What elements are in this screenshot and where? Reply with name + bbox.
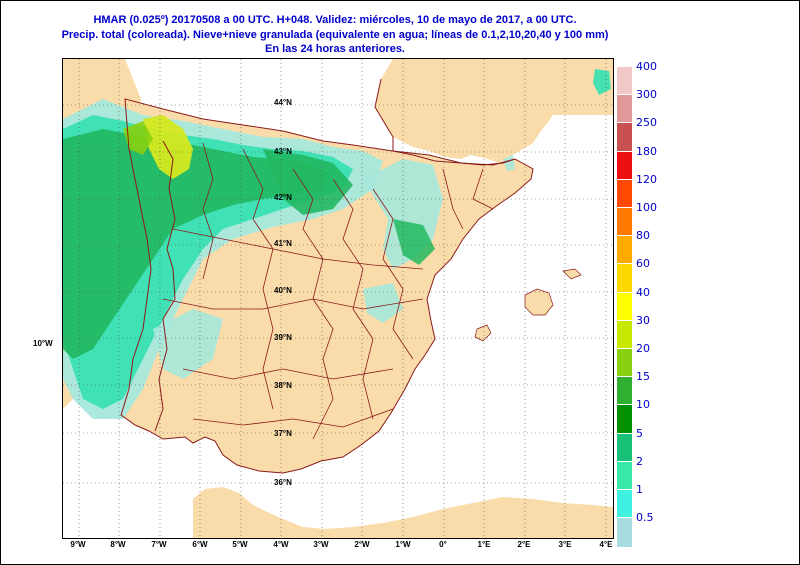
legend-label-15: 15	[636, 370, 650, 384]
legend-swatch-250	[616, 122, 633, 154]
province-borders	[162, 142, 494, 440]
land-africa	[193, 487, 613, 538]
lon-label-2e: 2°E	[517, 540, 531, 549]
legend-swatch-100	[616, 207, 633, 238]
lat-label-40n: 40°N	[274, 286, 292, 295]
lon-label-9w: 9°W	[70, 540, 86, 549]
lat-label-36n: 36°N	[274, 478, 292, 487]
lat-label-42n: 42°N	[274, 193, 292, 202]
legend-label-300: 300	[636, 88, 657, 102]
lon-label-10w: 10°W	[33, 339, 53, 348]
legend-swatch-180	[616, 150, 633, 182]
legend-label-400: 400	[636, 60, 657, 73]
legend-swatch-20	[616, 348, 633, 379]
legend-label-40: 40	[636, 285, 650, 299]
france-border	[374, 78, 516, 166]
legend-swatch-30	[616, 319, 633, 351]
map-title-line-1: HMAR (0.025º) 20170508 a 00 UTC. H+048. …	[93, 14, 577, 26]
legend-label-80: 80	[636, 229, 650, 243]
lat-label-39n: 39°N	[274, 333, 292, 342]
legend-swatch-400	[616, 66, 633, 97]
precipitation-map	[62, 58, 614, 539]
island-menorca	[562, 268, 582, 280]
precipitation-field	[63, 69, 611, 419]
portugal-border	[154, 140, 176, 432]
legend-swatch-120	[616, 178, 633, 210]
lon-label-7w: 7°W	[151, 540, 167, 549]
legend-swatch-60	[616, 263, 633, 295]
lat-label-43n: 43°N	[274, 147, 292, 156]
lon-label-1w: 1°W	[395, 540, 411, 549]
lat-label-38n: 38°N	[274, 381, 292, 390]
island-ibiza	[474, 324, 492, 342]
lon-label-4w: 4°W	[273, 540, 289, 549]
legend-swatch-10	[616, 404, 633, 436]
legend-label-2: 2	[636, 454, 643, 468]
legend-label-120: 120	[636, 172, 657, 186]
coastline	[120, 98, 534, 474]
legend-label-30: 30	[636, 313, 650, 327]
map-title-line-2: Precip. total (coloreada). Nieve+nieve g…	[61, 29, 609, 41]
lon-label-8w: 8°W	[110, 540, 126, 549]
legend-swatch-0-5	[616, 517, 633, 549]
island-mallorca	[524, 288, 554, 316]
lat-label-41n: 41°N	[274, 239, 292, 248]
lat-label-37n: 37°N	[274, 429, 292, 438]
lon-label-0: 0°	[439, 540, 447, 549]
lon-label-6w: 6°W	[192, 540, 208, 549]
legend-label-10: 10	[636, 398, 650, 412]
legend-swatch-40	[616, 291, 633, 323]
lon-label-2w: 2°W	[354, 540, 370, 549]
legend-swatch-300	[616, 94, 633, 126]
legend-label-1: 1	[636, 483, 643, 496]
legend-label-100: 100	[636, 201, 657, 214]
legend-swatch-1	[616, 489, 633, 520]
map-canvas	[63, 59, 613, 538]
legend-label-0-5: 0.5	[636, 511, 654, 525]
lon-label-4e: 4°E	[599, 540, 613, 549]
map-title-line-3: En las 24 horas anteriores.	[264, 43, 405, 55]
precipitation-legend: 400 300 250 180 120 100 80 60 40 30 20 15 10 5 2 1 0.5	[616, 60, 676, 549]
legend-label-20: 20	[636, 342, 650, 355]
legend-swatch-80	[616, 235, 633, 267]
lon-label-1e: 1°E	[477, 540, 491, 549]
legend-label-250: 250	[636, 116, 657, 130]
legend-label-5: 5	[636, 426, 643, 440]
lon-label-3w: 3°W	[313, 540, 329, 549]
legend-swatch-2	[616, 460, 633, 492]
lon-label-5w: 5°W	[232, 540, 248, 549]
legend-label-60: 60	[636, 257, 650, 271]
lon-label-3e: 3°E	[558, 540, 572, 549]
legend-label-180: 180	[636, 144, 657, 158]
lat-label-44n: 44°N	[274, 98, 292, 107]
legend-swatch-15	[616, 376, 633, 408]
legend-swatch-5	[616, 432, 633, 464]
